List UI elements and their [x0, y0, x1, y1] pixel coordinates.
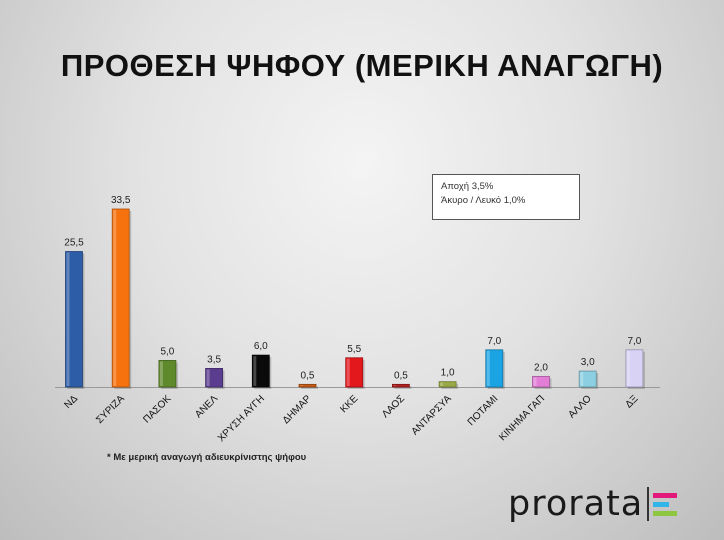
bar-3: [158, 360, 177, 388]
bar-13: [625, 349, 644, 388]
category-label-10: ΠΟΤΑΜΙ: [466, 393, 501, 428]
bar-highlight: [346, 358, 350, 386]
bar-highlight: [159, 361, 163, 386]
category-label-2: ΣΥΡΙΖΑ: [94, 393, 127, 426]
bar-9: [438, 381, 457, 388]
bar-10: [485, 349, 504, 388]
abstention-note: Αποχή 3,5% Άκυρο / Λευκό 1,0%: [432, 174, 580, 220]
bar-5: [251, 354, 270, 388]
category-label-3: ΠΑΣΟΚ: [141, 393, 173, 425]
bar-highlight: [440, 382, 444, 386]
bar-highlight: [66, 252, 70, 386]
value-label-11: 2,0: [534, 362, 548, 373]
value-label-8: 0,5: [394, 370, 408, 381]
value-label-12: 3,0: [581, 357, 595, 368]
bar-6: [298, 383, 317, 388]
logo-mark-icon: [653, 492, 678, 516]
value-label-4: 3,5: [207, 354, 221, 365]
category-label-4: ΑΝΕΛ: [193, 393, 220, 420]
category-label-13: ΔΞ: [623, 393, 640, 410]
bar-highlight: [113, 210, 117, 386]
bar-8: [391, 383, 410, 388]
abstention-line: Αποχή 3,5%: [441, 181, 494, 192]
category-label-11: ΚΙΝΗΜΑ ΓΑΠ: [497, 393, 547, 443]
bar-shadow: [301, 386, 318, 389]
bar-highlight: [253, 356, 257, 386]
footnote: * Με μερική αναγωγή αδιευκρίνιστης ψήφου: [107, 452, 307, 463]
value-label-7: 5,5: [347, 344, 361, 355]
category-label-7: ΚΚΕ: [338, 393, 360, 415]
bar-2: [111, 208, 130, 388]
category-label-12: ΑΛΛΟ: [567, 393, 594, 420]
category-label-9: ΑΝΤΑΡΣΥΑ: [410, 393, 454, 437]
bar-highlight: [580, 372, 584, 386]
value-label-9: 1,0: [441, 368, 455, 379]
value-label-3: 5,0: [160, 346, 174, 357]
bar-highlight: [626, 350, 630, 386]
invalid-blank-line: Άκυρο / Λευκό 1,0%: [441, 195, 526, 206]
bar-highlight: [393, 385, 397, 386]
bar-highlight: [300, 385, 303, 386]
category-label-1: ΝΔ: [63, 393, 81, 411]
chart-title: ΠΡΟΘΕΣΗ ΨΗΦΟΥ (ΜΕΡΙΚΗ ΑΝΑΓΩΓΗ): [60, 48, 664, 83]
bar-1: [65, 251, 83, 388]
bar-4: [205, 368, 224, 388]
bar-12: [578, 370, 597, 388]
prorata-logo: prorata: [508, 484, 678, 524]
value-label-2: 33,5: [111, 195, 131, 206]
logo-separator: [647, 487, 650, 521]
value-label-10: 7,0: [487, 336, 501, 347]
bar-7: [345, 357, 364, 388]
value-label-13: 7,0: [627, 336, 641, 347]
bar-highlight: [206, 369, 210, 386]
bar-highlight: [486, 350, 490, 386]
category-label-5: ΧΡΥΣΗ ΑΥΓΗ: [216, 393, 267, 444]
bar-shadow: [394, 386, 412, 389]
value-label-1: 25,5: [64, 238, 84, 249]
value-label-6: 0,5: [301, 370, 315, 381]
value-label-5: 6,0: [254, 341, 268, 352]
category-label-8: ΛΑΟΣ: [380, 393, 407, 420]
logo-text: prorata: [508, 484, 644, 524]
category-label-6: ΔΗΜΑΡ: [281, 393, 314, 426]
bar-highlight: [533, 377, 537, 386]
bar-11: [532, 375, 550, 388]
